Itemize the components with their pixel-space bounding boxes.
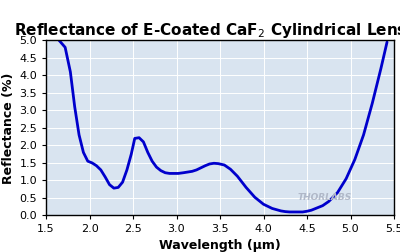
Text: THORLABS: THORLABS: [297, 194, 352, 202]
Title: Reflectance of E-Coated CaF$_2$ Cylindrical Lenses: Reflectance of E-Coated CaF$_2$ Cylindri…: [14, 21, 400, 40]
X-axis label: Wavelength (μm): Wavelength (μm): [159, 239, 281, 252]
Y-axis label: Reflectance (%): Reflectance (%): [2, 72, 15, 183]
